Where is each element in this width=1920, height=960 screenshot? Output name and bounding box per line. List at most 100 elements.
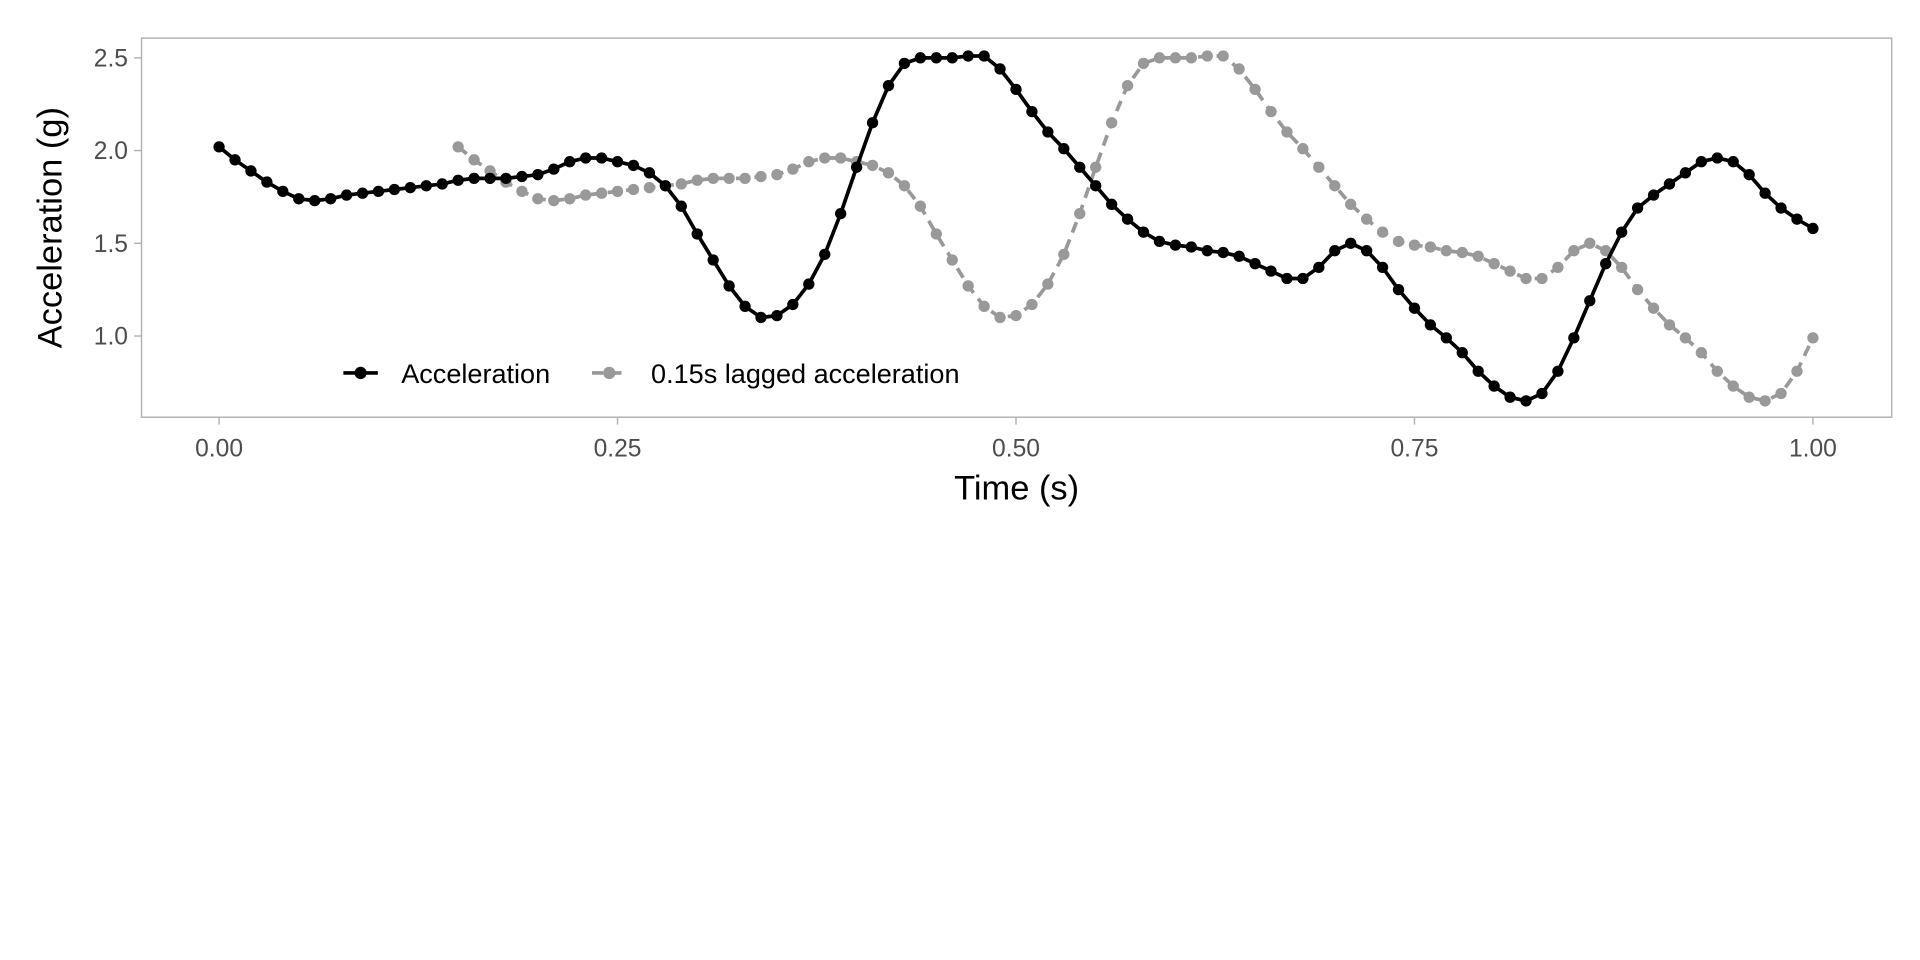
data-point xyxy=(1631,202,1644,214)
data-point xyxy=(1408,302,1421,314)
data-point xyxy=(1153,52,1166,64)
data-point xyxy=(1249,258,1261,270)
data-point xyxy=(1536,387,1548,400)
data-point xyxy=(866,117,879,129)
data-point xyxy=(1504,265,1516,277)
data-point xyxy=(1137,57,1150,70)
data-point xyxy=(819,248,831,261)
data-point xyxy=(1488,258,1500,270)
data-point xyxy=(1695,156,1708,168)
data-point xyxy=(930,228,942,240)
y-tick-label: 2.5 xyxy=(94,45,128,72)
data-point xyxy=(1313,261,1325,274)
data-point xyxy=(229,154,241,166)
data-point xyxy=(643,181,656,194)
data-point xyxy=(1329,245,1341,257)
data-point xyxy=(1647,302,1660,314)
data-point xyxy=(595,187,608,199)
data-point xyxy=(1743,391,1755,403)
data-point xyxy=(1265,105,1277,118)
data-point xyxy=(978,300,990,312)
data-point xyxy=(1759,187,1771,199)
data-point xyxy=(1217,50,1229,62)
data-point xyxy=(1281,126,1293,138)
data-point xyxy=(1472,250,1484,262)
data-point xyxy=(1568,332,1580,344)
data-point xyxy=(324,193,337,205)
data-point xyxy=(1568,245,1580,257)
data-point xyxy=(1775,202,1787,214)
data-point xyxy=(1169,52,1182,64)
data-point xyxy=(787,163,799,175)
data-point xyxy=(420,180,432,192)
data-point xyxy=(611,185,624,198)
data-point xyxy=(1408,239,1421,251)
data-point xyxy=(1010,309,1022,322)
data-point xyxy=(1265,265,1277,277)
data-point xyxy=(691,228,703,240)
data-point xyxy=(1807,332,1819,344)
legend-item-acceleration: Acceleration xyxy=(343,358,550,389)
legend-label: Acceleration xyxy=(401,358,550,389)
y-tick-label: 1.0 xyxy=(94,324,128,351)
data-point xyxy=(1313,161,1325,173)
data-point xyxy=(739,172,751,185)
data-point xyxy=(468,172,480,185)
data-point xyxy=(1663,178,1676,190)
data-point xyxy=(723,172,735,185)
data-point xyxy=(277,185,289,198)
data-point xyxy=(962,50,974,62)
data-point xyxy=(1520,272,1532,285)
x-tick-label: 0.75 xyxy=(1391,436,1439,463)
data-point xyxy=(1105,117,1118,129)
data-point xyxy=(1281,272,1293,285)
data-point xyxy=(532,193,544,205)
data-point xyxy=(1297,143,1309,155)
data-point xyxy=(1058,143,1070,155)
data-point xyxy=(564,193,576,205)
data-point xyxy=(755,311,767,324)
data-point xyxy=(309,194,321,207)
data-point xyxy=(548,163,560,175)
data-point xyxy=(1679,167,1692,179)
data-point xyxy=(1472,365,1484,377)
x-tick-label: 0.00 xyxy=(195,436,243,463)
data-point xyxy=(340,189,353,201)
data-point xyxy=(723,280,735,292)
data-point xyxy=(1424,241,1437,253)
y-axis: 1.0 1.5 2.0 2.5 xyxy=(94,45,142,351)
data-point xyxy=(1743,169,1755,181)
data-point xyxy=(1791,213,1803,225)
data-point xyxy=(882,167,895,179)
data-point xyxy=(978,50,990,62)
data-point xyxy=(739,300,751,312)
data-point xyxy=(1647,189,1660,201)
data-point xyxy=(803,278,815,290)
data-point xyxy=(1584,295,1596,307)
data-point xyxy=(1456,246,1468,259)
data-point xyxy=(1249,83,1261,96)
data-point xyxy=(707,254,719,266)
y-tick-label: 1.5 xyxy=(94,231,128,258)
data-point xyxy=(1679,332,1692,344)
data-point xyxy=(548,194,560,207)
data-point xyxy=(500,172,512,185)
data-point xyxy=(580,152,592,164)
data-point xyxy=(1010,83,1022,96)
x-tick-label: 0.50 xyxy=(992,436,1040,463)
data-point xyxy=(1392,283,1405,296)
data-point xyxy=(627,183,640,196)
data-point xyxy=(1424,319,1437,331)
data-point xyxy=(675,200,687,212)
panel-border xyxy=(140,37,1893,418)
data-point xyxy=(261,176,273,188)
data-point xyxy=(388,183,401,196)
data-point xyxy=(819,152,831,164)
data-point xyxy=(564,156,576,168)
plot-series xyxy=(213,50,1819,407)
data-point xyxy=(1233,250,1245,262)
data-point xyxy=(452,174,464,186)
data-point xyxy=(293,193,305,205)
data-point xyxy=(1663,319,1676,331)
